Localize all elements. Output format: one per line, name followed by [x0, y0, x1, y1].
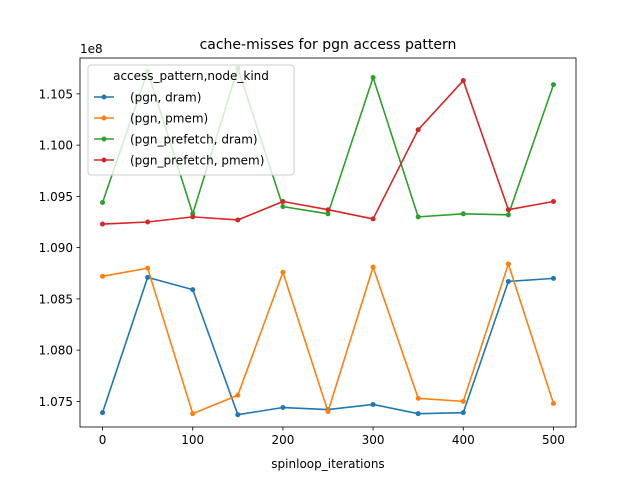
series-2-point	[415, 395, 421, 401]
series-3-point	[100, 200, 106, 206]
series-4-point	[100, 221, 106, 227]
y-tick-label: 1.075	[39, 395, 73, 409]
series-3-point	[370, 74, 376, 80]
series-1-point	[415, 411, 421, 417]
series-1-point	[550, 275, 556, 281]
series-1-point	[190, 287, 196, 293]
legend-entry-label: (pgn, dram)	[130, 91, 201, 105]
series-2-point	[370, 264, 376, 270]
series-3-point	[505, 212, 511, 218]
series-3-point	[460, 211, 466, 217]
series-1-point	[460, 410, 466, 416]
x-tick-label: 100	[181, 433, 204, 447]
series-2-point	[145, 265, 151, 271]
series-3-point	[415, 214, 421, 220]
series-2-point	[505, 261, 511, 267]
series-4-point	[235, 217, 241, 223]
x-tick-label: 0	[99, 433, 107, 447]
series-2-point	[550, 400, 556, 406]
legend-box	[87, 64, 295, 176]
series-1-point	[505, 278, 511, 284]
series-1-point	[145, 274, 151, 280]
x-axis-label: spinloop_iterations	[271, 457, 384, 471]
x-tick-label: 200	[271, 433, 294, 447]
legend-swatch-marker	[101, 94, 107, 100]
series-1-point	[280, 405, 286, 411]
series-4-point	[505, 207, 511, 213]
series-4-point	[550, 199, 556, 204]
chart-title: cache-misses for pgn access pattern	[200, 37, 457, 53]
series-4-point	[415, 127, 421, 133]
series-4-point	[280, 199, 286, 204]
y-scale-label: 1e8	[80, 42, 103, 56]
legend-entry-label: (pgn, pmem)	[130, 112, 208, 126]
series-1-point	[100, 410, 106, 416]
series-4-point	[370, 216, 376, 222]
series-3-point	[550, 82, 556, 88]
legend-swatch-marker	[101, 136, 107, 142]
series-2-point	[325, 409, 331, 415]
axes-frame	[79, 57, 577, 428]
x-tick-label: 300	[362, 433, 385, 447]
y-tick-label: 1.080	[39, 344, 73, 358]
plot-area: 0 100 200 300 400 500 1.075 1.080 1.085 1.090 1.09…	[39, 57, 577, 447]
series-2-point	[190, 411, 196, 417]
series-4-point	[145, 219, 151, 225]
y-tick-label: 1.100	[39, 139, 73, 153]
x-tick-label: 400	[452, 433, 475, 447]
series-4-point	[460, 78, 466, 84]
legend-entry-label: (pgn_prefetch, pmem)	[130, 154, 264, 168]
legend-entry-label: (pgn_prefetch, dram)	[130, 133, 258, 147]
series-4-point	[190, 214, 196, 220]
series-1-point	[370, 401, 376, 407]
legend-swatch-marker	[101, 157, 107, 163]
y-tick-label: 1.105	[39, 87, 73, 101]
series-4-point	[325, 207, 331, 213]
series-2-point	[235, 392, 241, 398]
x-tick-label: 500	[542, 433, 565, 447]
series-2-point	[460, 398, 466, 404]
series-1-point	[235, 412, 241, 418]
series-2-point	[280, 269, 286, 275]
y-tick-label: 1.095	[39, 190, 73, 204]
series-2-point	[100, 273, 106, 279]
y-tick-label: 1.090	[39, 241, 73, 255]
series-3-point	[325, 211, 331, 217]
y-tick-label: 1.085	[39, 292, 73, 306]
series-3-point	[280, 204, 286, 210]
legend-swatch-marker	[101, 115, 107, 121]
legend-title: access_pattern,node_kind	[113, 69, 269, 83]
